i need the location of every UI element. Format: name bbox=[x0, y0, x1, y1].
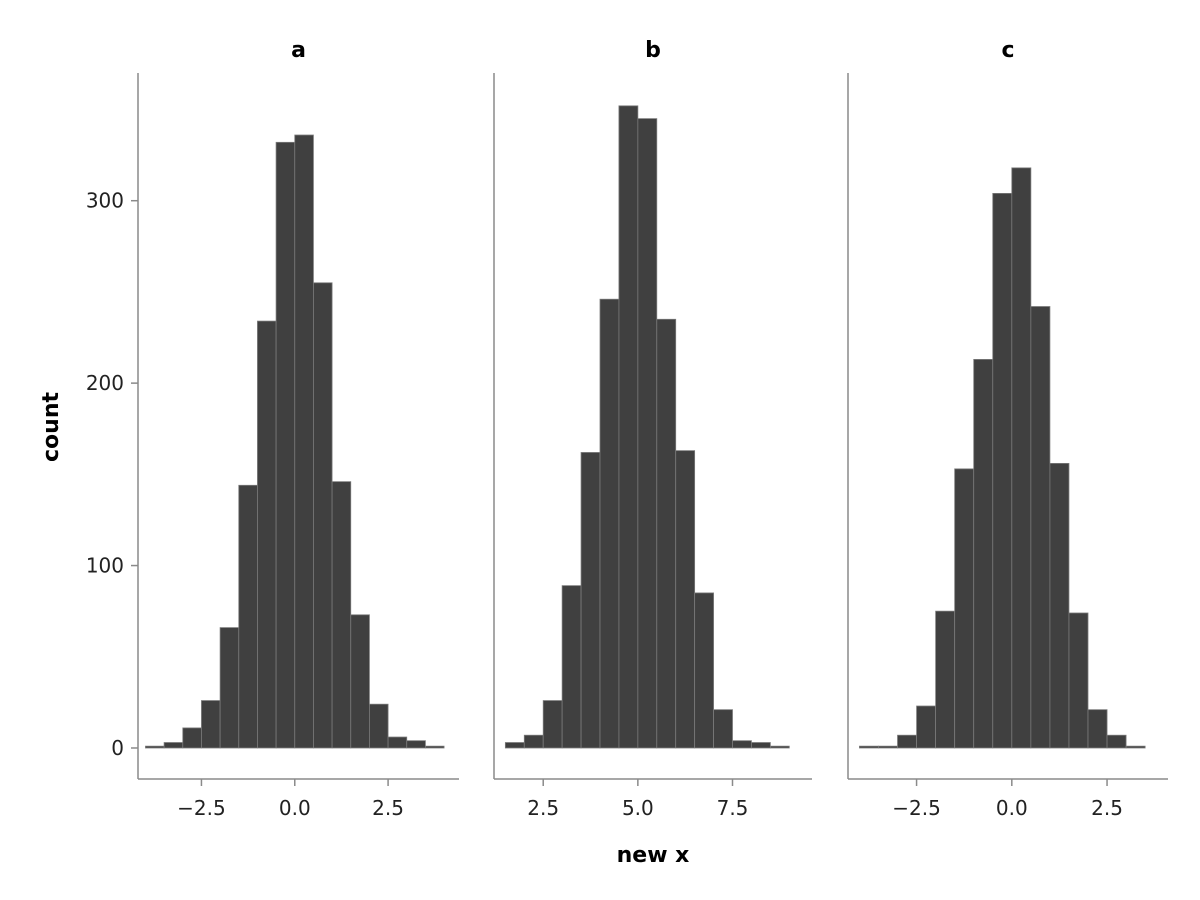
histogram-bar bbox=[523, 734, 544, 749]
histogram-bar bbox=[1106, 734, 1127, 749]
histogram-bar bbox=[992, 193, 1013, 749]
histogram-bar bbox=[182, 727, 202, 749]
x-axis-title: new x bbox=[617, 843, 690, 868]
histogram-bar bbox=[313, 282, 333, 749]
histogram-bar bbox=[145, 745, 165, 749]
y-tick-label: 100 bbox=[86, 554, 124, 578]
histogram-bar bbox=[599, 298, 620, 749]
histogram-bar bbox=[637, 118, 658, 749]
x-tick-label: 5.0 bbox=[622, 796, 654, 820]
histogram-bar bbox=[238, 484, 258, 749]
x-tick-label: 2.5 bbox=[372, 796, 404, 820]
histogram-bar bbox=[1011, 167, 1032, 749]
histogram-bar bbox=[713, 709, 733, 749]
histogram-bar bbox=[219, 627, 240, 749]
x-tick-label: −2.5 bbox=[177, 796, 226, 820]
histogram-bar bbox=[878, 745, 898, 749]
histogram-bar bbox=[163, 742, 184, 749]
histogram-bar bbox=[561, 585, 582, 749]
y-axis-tick-labels: 0 100 200 300 bbox=[86, 189, 124, 760]
histogram-bar bbox=[769, 745, 790, 749]
histogram-bar bbox=[369, 703, 389, 749]
histogram-bar bbox=[257, 320, 277, 749]
histogram-bar bbox=[542, 700, 563, 749]
histogram-bar bbox=[656, 318, 677, 749]
histogram-bar bbox=[935, 610, 956, 749]
histogram-bar bbox=[387, 736, 408, 749]
histogram-bar bbox=[675, 450, 696, 749]
histogram-bar bbox=[504, 742, 525, 749]
x-tick-label: 0.0 bbox=[996, 796, 1028, 820]
histogram-bar bbox=[580, 452, 601, 749]
histogram-bar bbox=[350, 614, 370, 749]
histogram-bar bbox=[1125, 745, 1146, 749]
panel-c: c −2.5 0.0 2.5 bbox=[847, 38, 1168, 820]
y-tick-label: 200 bbox=[86, 371, 124, 395]
histogram-bar bbox=[201, 700, 221, 749]
x-tick-label: 0.0 bbox=[279, 796, 311, 820]
histogram-bar bbox=[1030, 306, 1051, 749]
histogram-bar bbox=[694, 592, 714, 749]
x-tick-label: 2.5 bbox=[527, 796, 559, 820]
y-axis-title: count bbox=[39, 392, 64, 462]
panels-group: a −2.5 0.0 2.5 b 2.5 5.0 7.5 c −2.5 0.0 2.5 bbox=[131, 38, 1168, 820]
histogram-bar bbox=[1049, 462, 1070, 749]
histogram-bar bbox=[294, 134, 314, 749]
histogram-bar bbox=[751, 742, 771, 749]
panel-b: b 2.5 5.0 7.5 bbox=[493, 38, 812, 820]
histogram-bar bbox=[1068, 612, 1089, 749]
histogram-bar bbox=[1087, 709, 1108, 749]
histogram-bar bbox=[732, 740, 752, 749]
histogram-bar bbox=[331, 481, 352, 749]
histogram-bar bbox=[425, 745, 445, 749]
histogram-bar bbox=[406, 740, 426, 749]
histogram-bar bbox=[897, 734, 917, 749]
histogram-bar bbox=[859, 745, 879, 749]
x-tick-label: 7.5 bbox=[717, 796, 749, 820]
y-tick-label: 0 bbox=[111, 736, 124, 760]
y-tick-label: 300 bbox=[86, 189, 124, 213]
panel-title: b bbox=[645, 38, 661, 63]
histogram-bar bbox=[618, 105, 639, 749]
histogram-bar bbox=[954, 468, 975, 749]
panel-title: a bbox=[291, 38, 306, 63]
panel-title: c bbox=[1001, 38, 1014, 63]
histogram-bar bbox=[973, 359, 994, 749]
x-tick-label: 2.5 bbox=[1091, 796, 1123, 820]
histogram-bar bbox=[275, 141, 296, 749]
x-tick-label: −2.5 bbox=[892, 796, 941, 820]
histogram-bar bbox=[916, 705, 937, 749]
panel-a: a −2.5 0.0 2.5 bbox=[131, 38, 459, 820]
